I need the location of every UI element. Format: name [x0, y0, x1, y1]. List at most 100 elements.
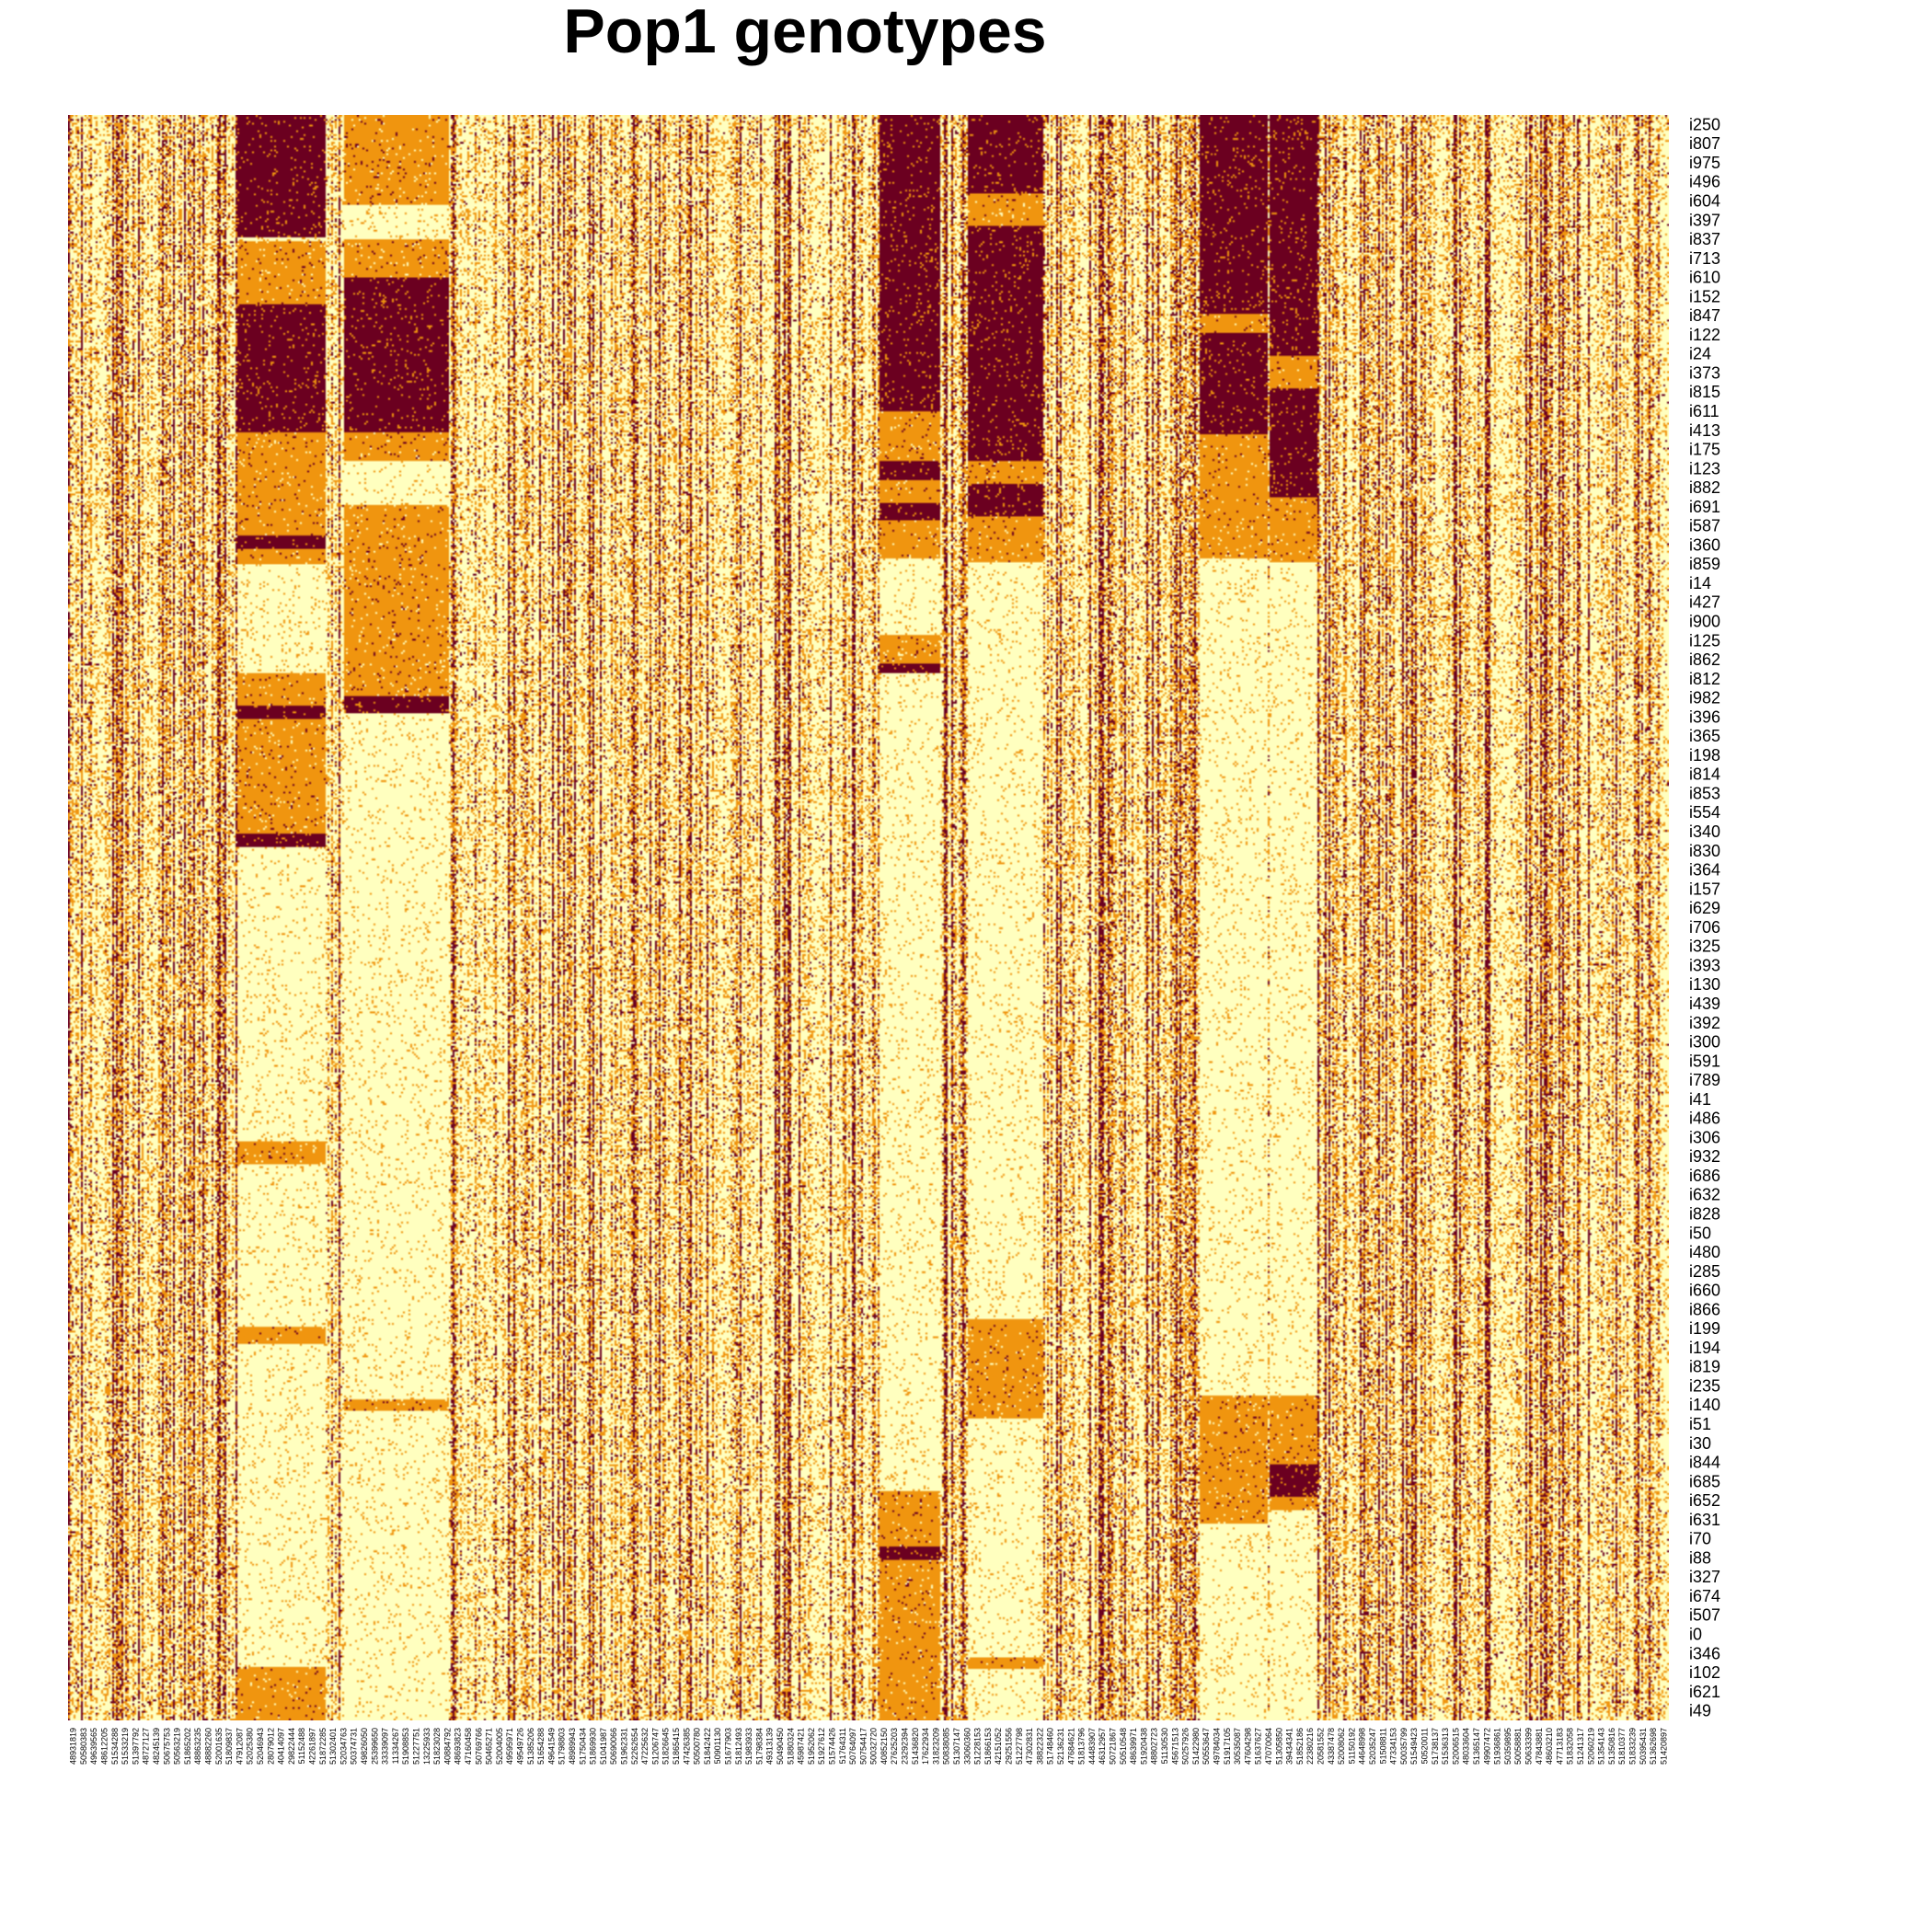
column-label: 51832058: [1566, 1728, 1575, 1765]
row-label: i30: [1689, 1434, 1711, 1453]
column-label: 51952062: [807, 1728, 816, 1765]
row-label: i844: [1689, 1454, 1720, 1472]
row-label: i828: [1689, 1204, 1720, 1223]
column-label: 49907472: [1482, 1728, 1491, 1765]
column-label: 50510548: [1119, 1728, 1128, 1765]
row-label: i199: [1689, 1319, 1720, 1338]
column-label: 47225632: [640, 1728, 650, 1765]
column-label: 52004005: [495, 1728, 504, 1765]
column-label: 51228153: [973, 1728, 983, 1765]
column-label: 51983933: [744, 1728, 753, 1765]
row-label: i24: [1689, 345, 1711, 363]
row-label: i14: [1689, 574, 1711, 592]
row-label: i340: [1689, 822, 1720, 841]
column-label: 51385206: [526, 1728, 535, 1765]
column-label: 51130530: [1160, 1728, 1169, 1764]
row-label: i713: [1689, 249, 1720, 268]
row-label: i88: [1689, 1548, 1711, 1567]
column-label: 23292394: [901, 1728, 910, 1765]
column-label: 51798803: [558, 1728, 567, 1765]
row-label: i866: [1689, 1300, 1720, 1318]
row-label: i365: [1689, 727, 1720, 745]
row-label: i631: [1689, 1511, 1720, 1529]
column-label: 40414097: [277, 1728, 286, 1765]
column-label: 51574426: [827, 1728, 836, 1765]
column-label: 48245139: [152, 1728, 161, 1765]
column-label: 11334267: [391, 1728, 400, 1764]
column-label: 50580383: [79, 1728, 88, 1765]
row-label: i691: [1689, 498, 1720, 516]
row-label: i882: [1689, 478, 1720, 497]
column-label: 49595971: [505, 1728, 514, 1765]
row-label: i300: [1689, 1033, 1720, 1052]
column-label: 51436820: [911, 1728, 920, 1765]
column-label: 48931819: [69, 1728, 78, 1765]
row-label: i480: [1689, 1243, 1720, 1261]
column-label: 42261897: [308, 1728, 317, 1765]
column-label: 48033604: [1462, 1728, 1471, 1765]
row-label: i815: [1689, 383, 1720, 401]
column-label: 47713183: [1555, 1728, 1564, 1765]
row-label: i847: [1689, 306, 1720, 325]
column-label: 51302401: [328, 1728, 338, 1765]
column-label: 44648998: [1358, 1728, 1367, 1765]
column-label: 50500780: [693, 1728, 702, 1765]
row-label: i486: [1689, 1110, 1720, 1128]
column-label: 51637627: [1254, 1728, 1263, 1765]
row-label: i152: [1689, 287, 1720, 305]
column-label: 22380216: [1305, 1728, 1315, 1765]
column-label: 50901130: [713, 1728, 722, 1764]
column-label: 50395431: [1639, 1728, 1648, 1765]
column-label: 52006515: [1451, 1728, 1460, 1765]
row-label: i853: [1689, 784, 1720, 802]
heatmap-cells: [68, 115, 1669, 1720]
column-label: 51241317: [1576, 1728, 1585, 1765]
row-label: i157: [1689, 880, 1720, 898]
row-label: i373: [1689, 363, 1720, 382]
row-label: i364: [1689, 861, 1720, 880]
column-label: 51422980: [1191, 1728, 1201, 1765]
row-label: i393: [1689, 956, 1720, 974]
row-label: i706: [1689, 918, 1720, 937]
column-label: 28079012: [266, 1728, 275, 1765]
row-label: i604: [1689, 191, 1720, 210]
row-label: i610: [1689, 269, 1720, 287]
column-label: 51826645: [661, 1728, 671, 1765]
column-label: 47684621: [1066, 1728, 1075, 1765]
column-label: 51738137: [1431, 1728, 1440, 1765]
row-label: i250: [1689, 115, 1720, 133]
column-label: 40852150: [880, 1728, 889, 1765]
row-label: i0: [1689, 1626, 1702, 1644]
column-label: 51420897: [1659, 1728, 1668, 1765]
column-label: 30535087: [1233, 1728, 1242, 1765]
column-label: 45987421: [797, 1728, 806, 1765]
column-label: 51833239: [1627, 1728, 1637, 1765]
column-label: 47070064: [1264, 1728, 1273, 1765]
column-label: 50257926: [1181, 1728, 1190, 1765]
row-label: i812: [1689, 670, 1720, 688]
row-label: i175: [1689, 441, 1720, 459]
row-labels: i250i807i975i496i604i397i837i713i610i152…: [1689, 115, 1720, 1719]
column-label: 51764311: [838, 1728, 847, 1764]
row-label: i130: [1689, 975, 1720, 994]
column-label: 50553647: [1202, 1728, 1211, 1765]
row-label: i859: [1689, 555, 1720, 573]
column-label: 20581552: [1316, 1728, 1325, 1765]
column-label: 51852186: [1295, 1728, 1305, 1765]
column-label: 51307147: [952, 1728, 961, 1765]
column-label: 51920438: [1139, 1728, 1148, 1765]
row-label: i621: [1689, 1683, 1720, 1701]
row-label: i611: [1689, 402, 1719, 420]
column-label: 51362698: [1649, 1728, 1658, 1765]
row-label: i396: [1689, 707, 1720, 726]
column-label: 51810377: [1617, 1728, 1627, 1765]
column-label: 47426385: [682, 1728, 691, 1765]
column-label: 51812493: [734, 1728, 743, 1765]
column-label: 17622934: [921, 1728, 930, 1765]
column-label: 45671513: [1170, 1728, 1179, 1765]
column-label: 49784034: [1213, 1728, 1222, 1765]
column-label: 29822444: [287, 1728, 296, 1765]
row-label: i862: [1689, 650, 1720, 669]
column-label: 33339097: [381, 1728, 390, 1765]
